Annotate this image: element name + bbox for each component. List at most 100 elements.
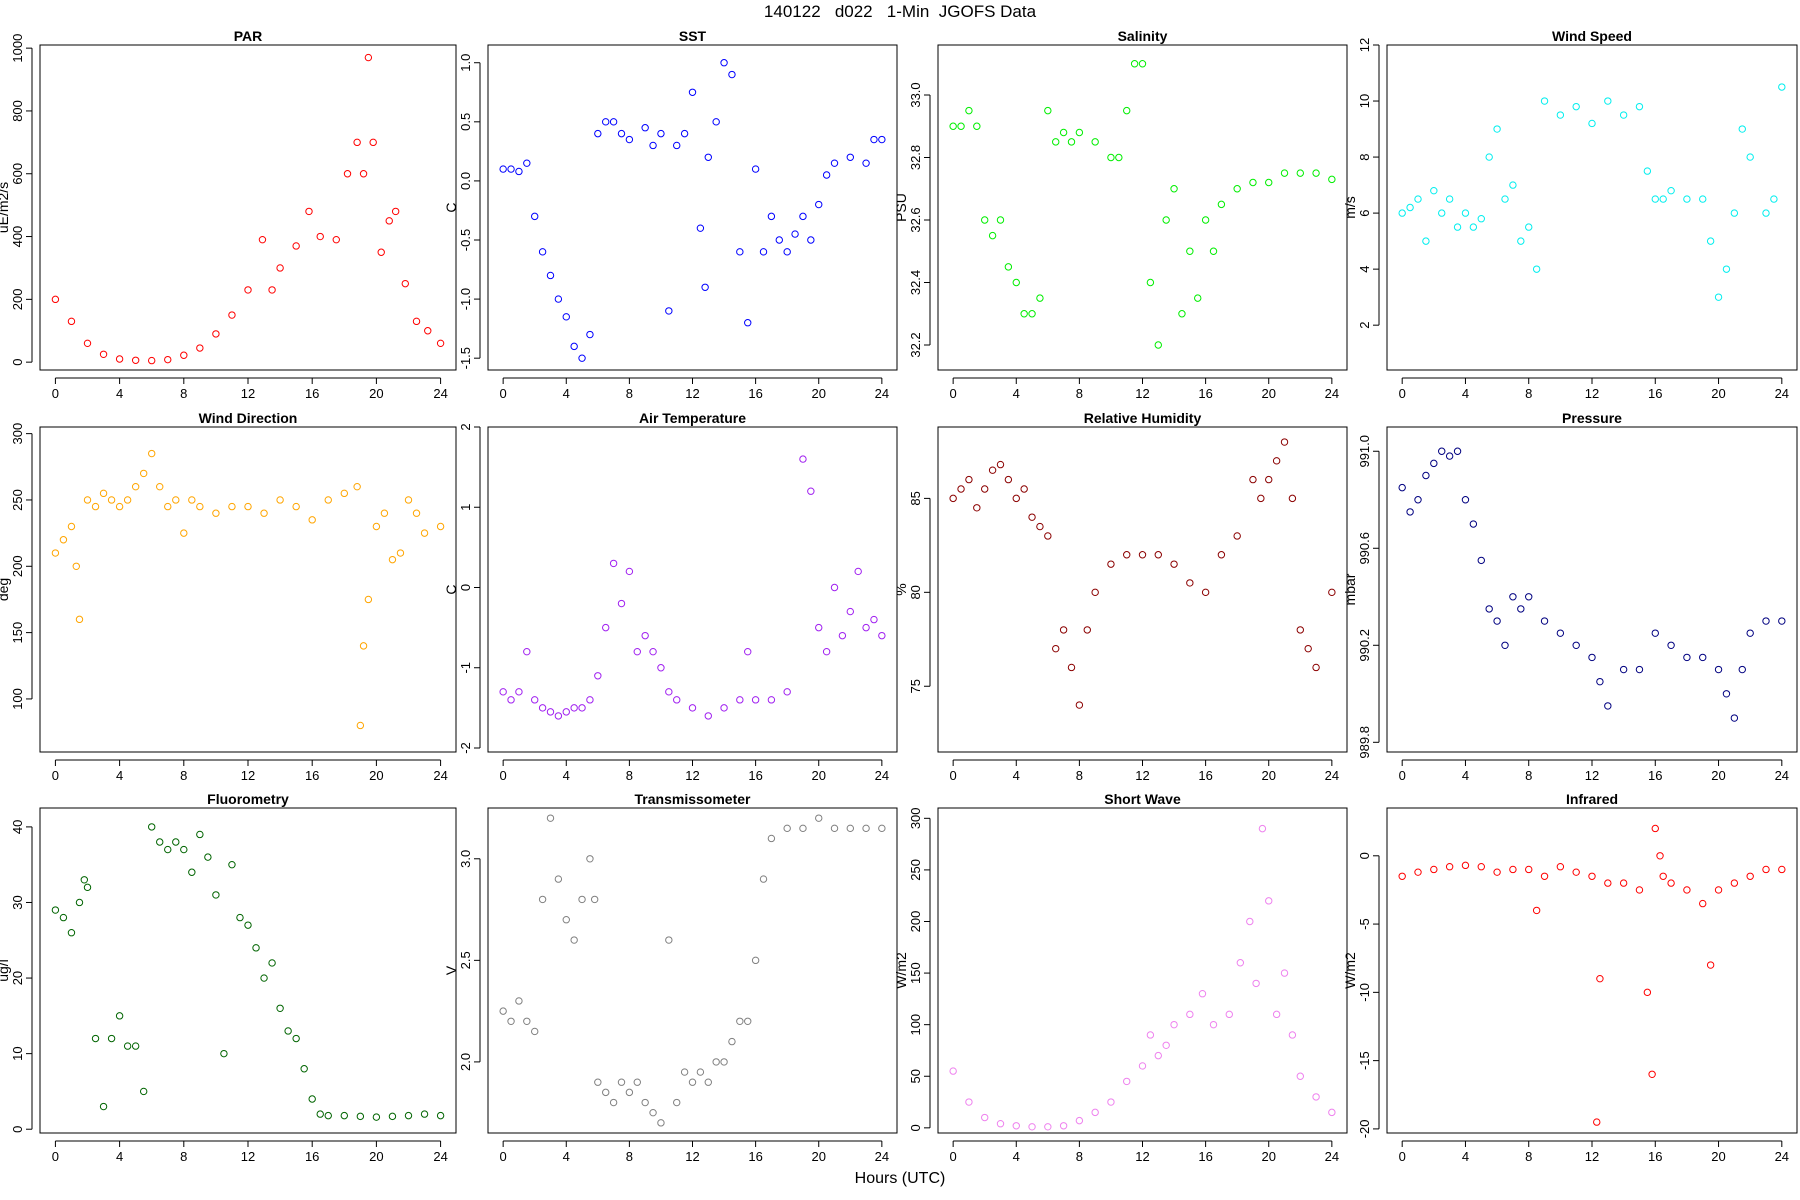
x-tick-label: 4 bbox=[1013, 386, 1020, 401]
data-point bbox=[385, 217, 393, 225]
y-tick-label: 12 bbox=[1357, 38, 1372, 52]
x-tick-label: 20 bbox=[1711, 1149, 1725, 1164]
data-point bbox=[67, 317, 76, 326]
series-fluorometry bbox=[51, 823, 445, 1121]
data-point bbox=[107, 496, 116, 504]
data-point bbox=[1667, 186, 1675, 195]
data-point bbox=[180, 845, 188, 854]
data-point bbox=[115, 502, 124, 511]
data-point bbox=[1659, 195, 1667, 203]
data-point bbox=[1593, 1118, 1601, 1126]
data-point bbox=[1186, 1010, 1194, 1019]
data-point bbox=[957, 485, 965, 493]
x-tick-label: 24 bbox=[1325, 386, 1339, 401]
y-axis-label: V bbox=[443, 965, 459, 975]
data-point bbox=[1067, 138, 1076, 146]
data-point bbox=[1525, 865, 1533, 874]
data-point bbox=[609, 559, 618, 568]
panel-title: SST bbox=[679, 28, 707, 44]
series-wind-speed bbox=[1398, 83, 1786, 301]
x-tick-label: 8 bbox=[1525, 1149, 1532, 1164]
data-point bbox=[515, 997, 523, 1005]
data-point bbox=[1217, 551, 1226, 559]
data-point bbox=[633, 647, 641, 656]
data-point bbox=[712, 1058, 720, 1066]
data-point bbox=[590, 895, 599, 904]
data-point bbox=[988, 231, 997, 240]
data-point bbox=[324, 496, 332, 504]
plot-frame bbox=[487, 44, 898, 371]
y-tick-label: 200 bbox=[10, 288, 25, 310]
data-point bbox=[1643, 167, 1652, 175]
data-point bbox=[1525, 223, 1533, 231]
data-point bbox=[1738, 125, 1746, 133]
data-point bbox=[1052, 644, 1060, 653]
data-point bbox=[75, 615, 84, 624]
x-tick-label: 20 bbox=[812, 386, 826, 401]
panel-title: Transmissometer bbox=[635, 791, 751, 807]
panel-pressure: Pressure 0 4 8 12 16 20 24 989.8 990.2 990.6 991.0 m… bbox=[1342, 410, 1798, 783]
y-axis-label: PSU bbox=[893, 193, 909, 222]
data-point bbox=[1398, 483, 1406, 492]
y-tick-label: 50 bbox=[908, 1069, 923, 1083]
y-tick-label: 150 bbox=[10, 622, 25, 644]
y-axis-label: deg bbox=[0, 578, 11, 601]
data-point bbox=[1762, 209, 1770, 217]
data-point bbox=[1667, 641, 1675, 649]
data-point bbox=[1477, 863, 1485, 871]
data-point bbox=[1635, 886, 1644, 894]
data-point bbox=[1170, 1020, 1178, 1029]
plot-frame bbox=[1386, 807, 1798, 1134]
x-tick-label: 4 bbox=[116, 1149, 123, 1164]
data-point bbox=[515, 688, 523, 696]
data-point bbox=[1107, 1098, 1115, 1106]
y-tick-label: 150 bbox=[908, 962, 923, 984]
data-point bbox=[1123, 106, 1131, 115]
data-point bbox=[1778, 617, 1786, 625]
data-point bbox=[996, 216, 1005, 224]
data-point bbox=[1485, 605, 1493, 613]
data-point bbox=[1770, 195, 1778, 203]
data-point bbox=[696, 224, 705, 232]
data-point bbox=[1493, 617, 1501, 625]
data-point bbox=[436, 522, 445, 531]
data-point bbox=[1714, 293, 1723, 301]
y-tick-label: 0.0 bbox=[458, 172, 473, 190]
y-tick-label: 80 bbox=[908, 585, 923, 599]
plot-frame bbox=[937, 807, 1348, 1134]
data-point bbox=[641, 124, 649, 132]
data-point bbox=[1422, 237, 1430, 245]
data-point bbox=[720, 1058, 728, 1066]
data-point bbox=[196, 502, 204, 511]
data-point bbox=[356, 1112, 365, 1121]
data-point bbox=[1722, 265, 1731, 273]
data-point bbox=[1075, 1116, 1084, 1125]
data-point bbox=[1778, 865, 1786, 874]
y-tick-label: 250 bbox=[10, 489, 25, 511]
y-tick-label: 0.5 bbox=[458, 113, 473, 131]
data-point bbox=[767, 212, 776, 221]
data-point bbox=[1107, 153, 1115, 162]
data-point bbox=[284, 1027, 292, 1035]
data-point bbox=[878, 135, 886, 144]
data-point bbox=[1414, 868, 1422, 876]
data-point bbox=[728, 1037, 736, 1046]
data-point bbox=[1730, 209, 1739, 217]
data-point bbox=[1312, 169, 1320, 177]
x-tick-label: 4 bbox=[116, 386, 123, 401]
y-tick-label: 990.6 bbox=[1357, 532, 1372, 565]
x-tick-label: 4 bbox=[1462, 386, 1469, 401]
data-point bbox=[260, 509, 268, 517]
data-point bbox=[554, 875, 563, 883]
data-point bbox=[775, 236, 783, 244]
data-point bbox=[1312, 663, 1320, 672]
x-tick-label: 24 bbox=[1325, 768, 1339, 783]
data-point bbox=[372, 1113, 381, 1121]
data-point bbox=[59, 913, 68, 922]
data-point bbox=[1296, 626, 1304, 634]
data-point bbox=[1004, 475, 1013, 484]
data-point bbox=[1406, 508, 1414, 516]
data-point bbox=[815, 814, 823, 822]
y-tick-label: 1 bbox=[458, 504, 473, 511]
